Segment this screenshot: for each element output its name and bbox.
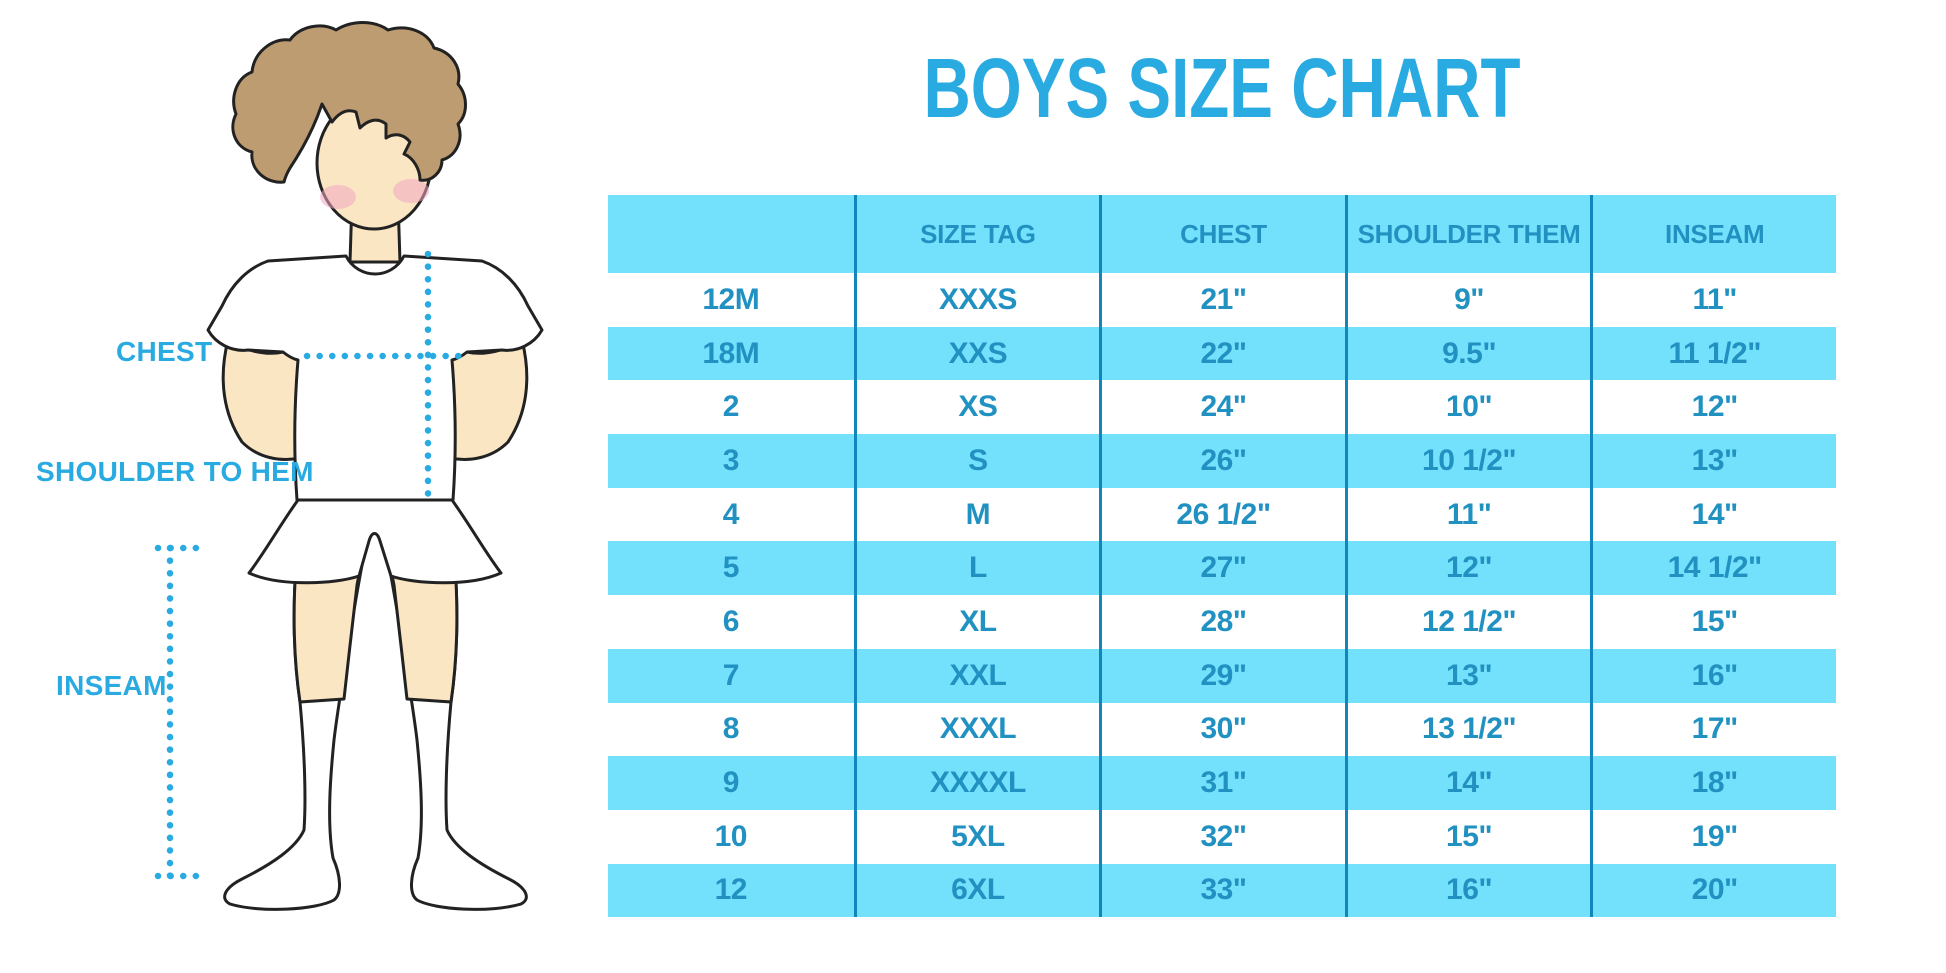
table-cell: 21" xyxy=(1099,273,1345,327)
table-cell: 13" xyxy=(1344,648,1591,703)
table-cell: 9" xyxy=(1344,273,1591,327)
table-cell: 13" xyxy=(1590,434,1836,488)
table-cell: XXL xyxy=(853,648,1100,703)
right-knee-skin xyxy=(387,563,459,704)
table-row: 3 S 26" 10 1/2" 13" xyxy=(608,434,1836,488)
table-cell: 22" xyxy=(1099,326,1345,381)
table-cell: 32" xyxy=(1099,809,1345,864)
table-row: 7 XXL 29" 13" 16" xyxy=(608,648,1836,703)
table-cell: 29" xyxy=(1099,648,1345,703)
table-row: 18M XXS 22" 9.5" 11 1/2" xyxy=(608,326,1836,381)
table-cell: 28" xyxy=(1099,595,1345,649)
table-cell: 9.5" xyxy=(1344,326,1591,381)
table-cell: XXXL xyxy=(853,702,1100,757)
chest-label: CHEST xyxy=(116,336,213,367)
size-table: SIZE TAG CHEST SHOULDER THEM INSEAM 12M … xyxy=(608,195,1836,918)
table-cell: 2 xyxy=(722,390,740,424)
table-cell: S xyxy=(853,434,1100,488)
table-cell: 33" xyxy=(1099,863,1345,918)
table-cell: 3 xyxy=(722,443,740,477)
table-row: 5 L 27" 12" 14 1/2" xyxy=(608,541,1836,596)
table-cell: 12" xyxy=(1590,380,1836,435)
table-cell: 10" xyxy=(1344,380,1591,435)
left-arm-shape xyxy=(221,338,302,461)
table-row: 10 5XL 32" 15" 19" xyxy=(608,809,1836,864)
table-cell: 6XL xyxy=(853,863,1100,918)
header-cell-size-tag: SIZE TAG xyxy=(853,195,1100,273)
table-cell: 14 1/2" xyxy=(1590,541,1836,596)
table-cell: 6 xyxy=(722,604,740,638)
table-cell: 5 xyxy=(722,551,740,585)
table-row: 8 XXXL 30" 13 1/2" 17" xyxy=(608,702,1836,757)
table-cell: 12M xyxy=(702,282,760,316)
table-cell: 15" xyxy=(1590,595,1836,649)
table-row: 9 XXXXL 31" 14" 18" xyxy=(608,756,1836,810)
table-cell: 16" xyxy=(1344,863,1591,918)
table-cell: 17" xyxy=(1590,702,1836,757)
table-cell: 14" xyxy=(1590,487,1836,542)
right-arm-shape xyxy=(448,338,529,461)
header-cell-inseam: INSEAM xyxy=(1590,195,1836,273)
table-cell: 11 1/2" xyxy=(1590,326,1836,381)
shoulder-to-hem-label: SHOULDER TO HEM xyxy=(36,456,314,487)
table-cell: 15" xyxy=(1344,809,1591,864)
header-cell-shoulder: SHOULDER THEM xyxy=(1344,195,1591,273)
table-cell: 27" xyxy=(1099,541,1345,596)
table-cell: XXXXL xyxy=(853,756,1100,810)
table-cell: 16" xyxy=(1590,648,1836,703)
table-cell: 5XL xyxy=(853,809,1100,864)
table-cell: XXXS xyxy=(853,273,1100,327)
table-row: 6 XL 28" 12 1/2" 15" xyxy=(608,595,1836,649)
table-cell: 8 xyxy=(722,712,740,746)
table-cell: 19" xyxy=(1590,809,1836,864)
table-row: 12 6XL 33" 16" 20" xyxy=(608,863,1836,918)
table-cell: 18" xyxy=(1590,756,1836,810)
boy-illustration xyxy=(154,21,544,911)
table-cell: 12 xyxy=(714,873,748,907)
table-cell: M xyxy=(853,487,1100,542)
shirt-shape xyxy=(206,254,544,502)
table-cell: 10 1/2" xyxy=(1344,434,1591,488)
table-cell: 11" xyxy=(1344,487,1591,542)
hair-shape xyxy=(231,21,467,184)
table-cell: 14" xyxy=(1344,756,1591,810)
table-cell: XS xyxy=(853,380,1100,435)
table-cell: 26 1/2" xyxy=(1099,487,1345,542)
table-cell: 4 xyxy=(722,497,740,531)
table-header-row: SIZE TAG CHEST SHOULDER THEM INSEAM xyxy=(608,195,1836,273)
table-row: 12M XXXS 21" 9" 11" xyxy=(608,273,1836,327)
table-cell: 10 xyxy=(714,819,748,853)
shorts-shape xyxy=(247,498,503,585)
table-cell: 7 xyxy=(722,658,740,692)
table-cell: 12 1/2" xyxy=(1344,595,1591,649)
table-cell: 31" xyxy=(1099,756,1345,810)
table-cell: 12" xyxy=(1344,541,1591,596)
table-cell: 13 1/2" xyxy=(1344,702,1591,757)
table-cell: 26" xyxy=(1099,434,1345,488)
header-cell-blank xyxy=(608,195,854,273)
table-cell: 20" xyxy=(1590,863,1836,918)
table-cell: 11" xyxy=(1590,273,1836,327)
table-cell: 24" xyxy=(1099,380,1345,435)
inseam-label: INSEAM xyxy=(56,670,167,701)
table-cell: XL xyxy=(853,595,1100,649)
table-cell: 18M xyxy=(702,336,760,370)
header-cell-chest: CHEST xyxy=(1099,195,1345,273)
table-cell: 30" xyxy=(1099,702,1345,757)
left-knee-skin xyxy=(292,563,364,704)
page-title: BOYS SIZE CHART xyxy=(923,41,1521,135)
table-cell: L xyxy=(853,541,1100,596)
table-row: 4 M 26 1/2" 11" 14" xyxy=(608,487,1836,542)
table-cell: XXS xyxy=(853,326,1100,381)
left-cheek xyxy=(320,185,356,209)
table-cell: 9 xyxy=(722,766,740,800)
table-row: 2 XS 24" 10" 12" xyxy=(608,380,1836,435)
right-cheek xyxy=(393,179,429,203)
